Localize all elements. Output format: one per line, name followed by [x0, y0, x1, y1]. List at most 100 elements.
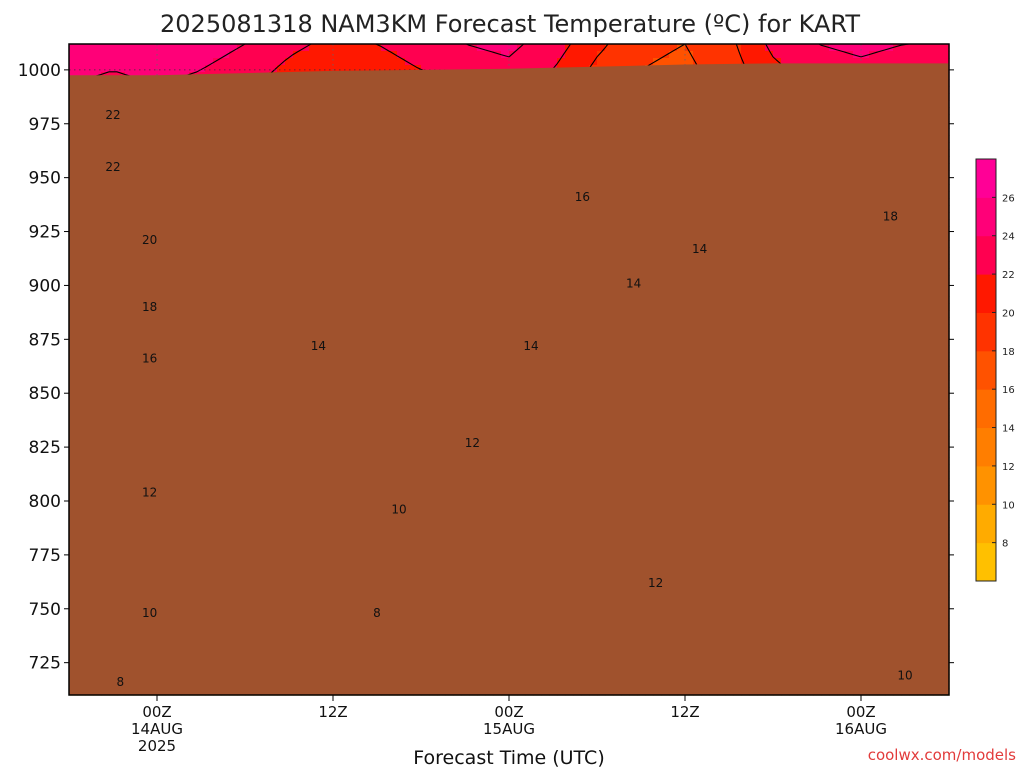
temperature-cell [645, 51, 654, 59]
temperature-cell [725, 51, 734, 59]
temperature-cell [357, 44, 366, 52]
temperature-cell [149, 58, 158, 66]
temperature-cell [429, 65, 438, 73]
temperature-cell [413, 44, 422, 52]
temperature-cell [501, 44, 510, 52]
temperature-cell [285, 51, 294, 59]
temperature-cell [901, 44, 910, 52]
temperature-cell [781, 51, 790, 59]
temperature-cell [117, 58, 126, 66]
temperature-cell [317, 44, 326, 52]
temperature-cell [853, 44, 862, 52]
temperature-cell [181, 51, 190, 59]
temperature-cell [477, 51, 486, 59]
temperature-cell [381, 65, 390, 73]
temperature-cell [365, 58, 374, 66]
temperature-cell [925, 44, 934, 52]
temperature-cell [581, 44, 590, 52]
temperature-cell [629, 58, 638, 66]
temperature-cell [77, 51, 86, 59]
temperature-cell [69, 51, 78, 59]
temperature-cell [821, 44, 830, 52]
temperature-cell [205, 65, 214, 73]
temperature-cell [405, 65, 414, 73]
temperature-cell [853, 58, 862, 66]
temperature-cell [829, 44, 838, 52]
temperature-cell [765, 44, 774, 52]
temperature-cell [189, 51, 198, 59]
temperature-cell [509, 51, 518, 59]
temperature-cell [461, 65, 470, 73]
temperature-cell [701, 51, 710, 59]
temperature-cell [917, 58, 926, 66]
temperature-cell [501, 58, 510, 66]
temperature-cell [197, 51, 206, 59]
temperature-cell [549, 51, 558, 59]
temperature-cell [189, 44, 198, 52]
temperature-cell [413, 65, 422, 73]
temperature-cell [757, 44, 766, 52]
temperature-cell [181, 58, 190, 66]
temperature-cell [525, 58, 534, 66]
temperature-cell [253, 51, 262, 59]
temperature-cell [421, 51, 430, 59]
temperature-cell [557, 44, 566, 52]
temperature-cell [141, 44, 150, 52]
temperature-cell [341, 58, 350, 66]
temperature-cell [85, 58, 94, 66]
temperature-cell [397, 58, 406, 66]
temperature-cell [485, 51, 494, 59]
temperature-cell [909, 51, 918, 59]
temperature-cell [93, 58, 102, 66]
temperature-cell [669, 58, 678, 66]
temperature-cell [821, 58, 830, 66]
temperature-cell [405, 44, 414, 52]
temperature-cell [813, 58, 822, 66]
temperature-cell [333, 51, 342, 59]
temperature-cell [221, 44, 230, 52]
temperature-cell [765, 51, 774, 59]
temperature-cell [637, 44, 646, 52]
temperature-cell [461, 44, 470, 52]
temperature-cell [229, 44, 238, 52]
temperature-cell [477, 44, 486, 52]
temperature-cell [797, 51, 806, 59]
temperature-cell [397, 65, 406, 73]
temperature-cell [453, 44, 462, 52]
temperature-cell [581, 58, 590, 66]
temperature-cell [621, 44, 630, 52]
temperature-cell [69, 44, 78, 52]
temperature-cell [517, 58, 526, 66]
temperature-cell [349, 44, 358, 52]
temperature-cell [493, 65, 502, 73]
temperature-cell [373, 65, 382, 73]
temperature-cell [397, 44, 406, 52]
temperature-cell [141, 65, 150, 73]
temperature-cell [885, 44, 894, 52]
temperature-cell [309, 58, 318, 66]
temperature-cell [373, 44, 382, 52]
temperature-cell [573, 44, 582, 52]
temperature-cell [869, 44, 878, 52]
temperature-cell [301, 65, 310, 73]
temperature-cell [597, 44, 606, 52]
temperature-cell [533, 44, 542, 52]
chart-title: 2025081318 NAM3KM Forecast Temperature (… [160, 10, 860, 38]
temperature-cell [301, 51, 310, 59]
temperature-cell [421, 44, 430, 52]
temperature-cell [853, 51, 862, 59]
temperature-cell [109, 65, 118, 73]
temperature-cell [125, 51, 134, 59]
temperature-cell [917, 44, 926, 52]
temperature-cell [621, 58, 630, 66]
temperature-cell [741, 51, 750, 59]
temperature-cell [173, 58, 182, 66]
temperature-cell [285, 65, 294, 73]
temperature-cell [157, 58, 166, 66]
temperature-cell [749, 44, 758, 52]
temperature-cell [933, 44, 942, 52]
temperature-cell [85, 44, 94, 52]
temperature-cell [685, 51, 694, 59]
temperature-cell [349, 51, 358, 59]
temperature-cell [693, 44, 702, 52]
